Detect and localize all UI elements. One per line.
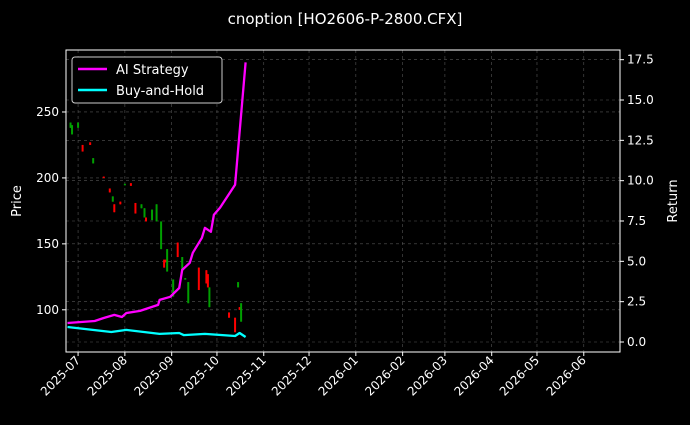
y2-tick-label: 7.5 xyxy=(627,214,646,228)
candle-body xyxy=(69,122,72,128)
candle-body xyxy=(208,287,211,308)
candle-body xyxy=(145,217,148,222)
chart-title: cnoption [HO2606-P-2800.CFX] xyxy=(228,10,463,28)
legend-bh-label: Buy-and-Hold xyxy=(116,84,204,99)
candle-body xyxy=(77,122,80,128)
candle-body xyxy=(113,204,116,213)
candle-body xyxy=(234,317,237,333)
candle-body xyxy=(81,144,84,152)
buy-and-hold-line xyxy=(67,325,247,338)
candle-body xyxy=(151,209,154,221)
legend-box xyxy=(71,56,223,104)
candle-body xyxy=(166,249,169,272)
y-tick-label: 200 xyxy=(36,171,59,185)
candle-body xyxy=(89,142,92,145)
legend-ai-label: AI Strategy xyxy=(116,63,189,78)
y-tick-label: 150 xyxy=(36,237,59,251)
candle-body xyxy=(119,201,122,205)
y2-tick-label: 5.0 xyxy=(627,254,646,268)
candle-body xyxy=(237,282,240,288)
candle-body xyxy=(71,125,74,135)
y-tick-label: 250 xyxy=(36,105,59,119)
candle-body xyxy=(181,257,184,271)
candle-body xyxy=(240,303,243,322)
candle-body xyxy=(228,312,231,318)
candle-body xyxy=(143,208,146,218)
candle-body xyxy=(163,259,166,268)
candle-body xyxy=(140,204,143,209)
candle-body xyxy=(160,221,163,250)
candle-body xyxy=(205,270,208,284)
candle-body xyxy=(92,158,95,164)
legend: AI Strategy Buy-and-Hold xyxy=(71,56,223,104)
y2-tick-label: 0.0 xyxy=(627,335,646,349)
candle-body xyxy=(129,183,132,186)
y2-tick-label: 12.5 xyxy=(627,133,654,147)
candle-body xyxy=(176,242,179,258)
candle-body xyxy=(206,274,209,288)
candle-body xyxy=(108,188,111,193)
candles xyxy=(69,122,243,333)
y2-tick-label: 10.0 xyxy=(627,174,654,188)
ai-strategy-line xyxy=(67,62,247,325)
candle-body xyxy=(134,202,137,214)
candle-body xyxy=(164,259,167,263)
y-tick-label: 100 xyxy=(36,303,59,317)
candle-body xyxy=(123,183,126,186)
plot-frame xyxy=(65,49,621,353)
candle-body xyxy=(187,282,190,304)
y-axis-label: Price xyxy=(10,185,25,217)
return-lines xyxy=(67,62,247,338)
candle-body xyxy=(111,196,114,202)
y2-tick-label: 2.5 xyxy=(627,295,646,309)
candle-body xyxy=(197,267,200,291)
candle-body xyxy=(172,279,175,297)
candle-body xyxy=(155,204,158,222)
y2-axis-label: Return xyxy=(666,179,681,222)
candle-body xyxy=(238,307,241,310)
candle-body xyxy=(102,176,105,179)
y2-tick-label: 15.0 xyxy=(627,93,654,107)
candle-body xyxy=(184,278,187,280)
y2-tick-label: 17.5 xyxy=(627,53,654,67)
